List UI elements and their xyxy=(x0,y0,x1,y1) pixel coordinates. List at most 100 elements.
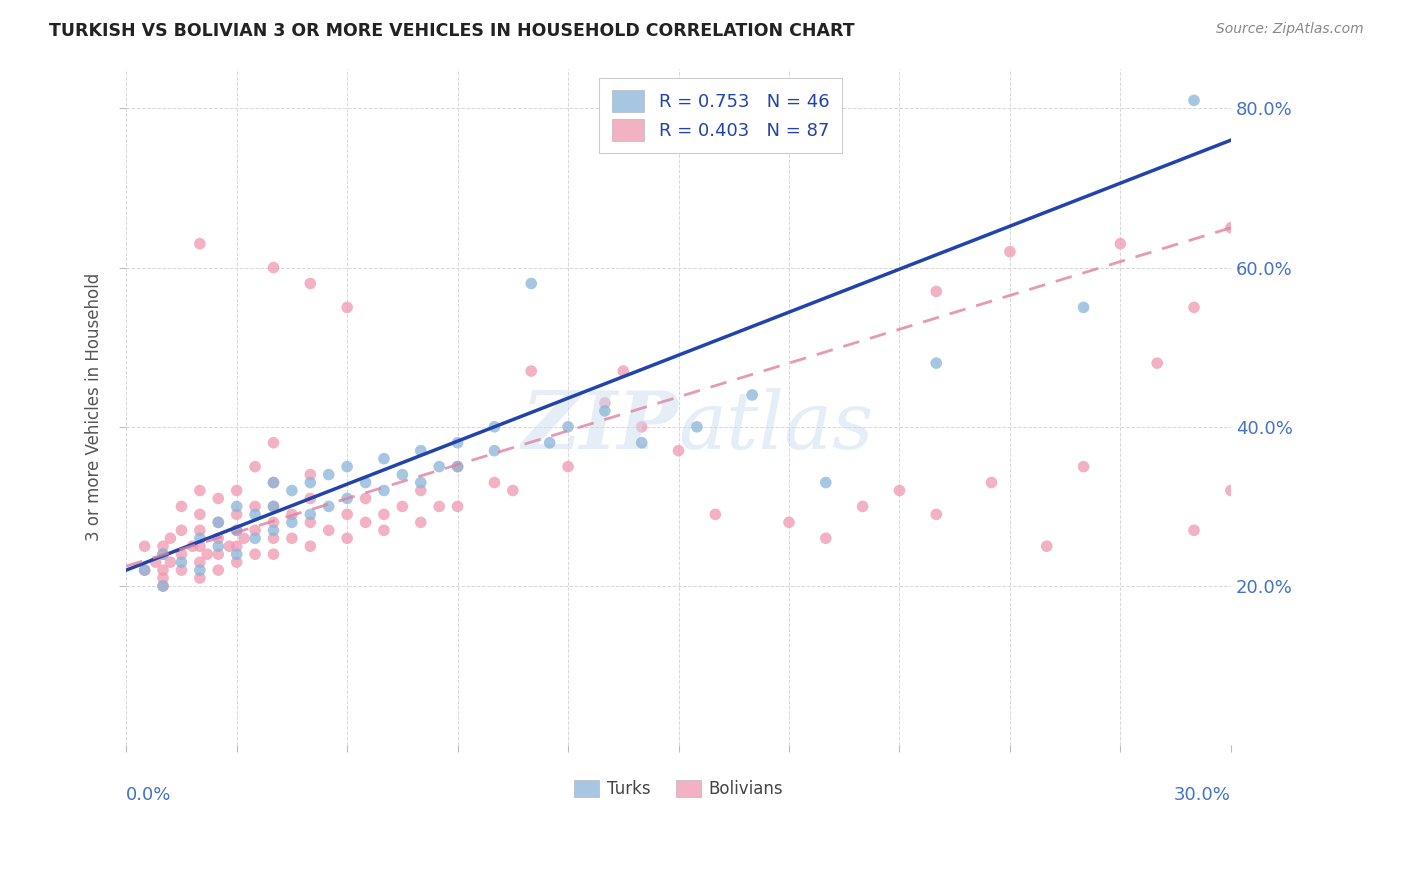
Point xyxy=(188,539,211,553)
Point xyxy=(134,563,156,577)
Point xyxy=(409,483,432,498)
Point xyxy=(299,277,322,291)
Point xyxy=(1182,524,1205,538)
Point xyxy=(170,524,193,538)
Point xyxy=(336,459,359,474)
Point xyxy=(225,555,247,569)
Point xyxy=(207,491,229,506)
Point xyxy=(170,563,193,577)
Point xyxy=(263,516,285,530)
Text: 0.0%: 0.0% xyxy=(127,786,172,804)
Point xyxy=(1219,220,1241,235)
Point xyxy=(152,563,174,577)
Point xyxy=(484,475,506,490)
Text: 30.0%: 30.0% xyxy=(1174,786,1230,804)
Point xyxy=(188,563,211,577)
Point xyxy=(195,547,218,561)
Point xyxy=(170,547,193,561)
Point xyxy=(188,531,211,545)
Text: atlas: atlas xyxy=(679,388,875,466)
Text: TURKISH VS BOLIVIAN 3 OR MORE VEHICLES IN HOUSEHOLD CORRELATION CHART: TURKISH VS BOLIVIAN 3 OR MORE VEHICLES I… xyxy=(49,22,855,40)
Point xyxy=(263,524,285,538)
Point xyxy=(243,508,266,522)
Point xyxy=(520,277,543,291)
Point xyxy=(925,508,948,522)
Point xyxy=(263,475,285,490)
Point xyxy=(299,539,322,553)
Point xyxy=(263,500,285,514)
Text: Source: ZipAtlas.com: Source: ZipAtlas.com xyxy=(1216,22,1364,37)
Point xyxy=(207,516,229,530)
Point xyxy=(336,301,359,315)
Point xyxy=(170,500,193,514)
Point xyxy=(243,524,266,538)
Point xyxy=(593,396,616,410)
Point xyxy=(520,364,543,378)
Point xyxy=(263,547,285,561)
Point xyxy=(188,571,211,585)
Point xyxy=(188,483,211,498)
Point xyxy=(1182,94,1205,108)
Point xyxy=(1219,483,1241,498)
Legend: Turks, Bolivians: Turks, Bolivians xyxy=(567,773,790,805)
Point xyxy=(243,547,266,561)
Point xyxy=(373,451,395,466)
Point xyxy=(159,555,181,569)
Point xyxy=(484,419,506,434)
Point xyxy=(630,419,652,434)
Point xyxy=(134,563,156,577)
Point xyxy=(704,508,727,522)
Point xyxy=(159,531,181,545)
Point xyxy=(373,483,395,498)
Point xyxy=(299,508,322,522)
Point xyxy=(225,524,247,538)
Point xyxy=(741,388,763,402)
Point xyxy=(281,508,304,522)
Point xyxy=(152,579,174,593)
Point xyxy=(373,508,395,522)
Point xyxy=(243,531,266,545)
Point xyxy=(502,483,524,498)
Point xyxy=(188,555,211,569)
Point xyxy=(218,539,240,553)
Text: ZIP: ZIP xyxy=(522,388,679,466)
Point xyxy=(299,467,322,482)
Point xyxy=(373,524,395,538)
Point xyxy=(354,475,377,490)
Point xyxy=(686,419,709,434)
Point xyxy=(446,459,468,474)
Point xyxy=(225,524,247,538)
Point xyxy=(281,483,304,498)
Point xyxy=(263,475,285,490)
Point xyxy=(409,516,432,530)
Point xyxy=(299,491,322,506)
Point xyxy=(318,524,340,538)
Point xyxy=(152,547,174,561)
Point xyxy=(145,555,167,569)
Point xyxy=(998,244,1021,259)
Point xyxy=(243,459,266,474)
Point xyxy=(152,579,174,593)
Point xyxy=(538,435,561,450)
Point xyxy=(134,539,156,553)
Point xyxy=(409,443,432,458)
Point xyxy=(152,571,174,585)
Point xyxy=(889,483,911,498)
Point xyxy=(225,483,247,498)
Point xyxy=(484,443,506,458)
Point xyxy=(281,516,304,530)
Point xyxy=(557,459,579,474)
Point xyxy=(318,467,340,482)
Point xyxy=(925,356,948,370)
Point xyxy=(207,539,229,553)
Point xyxy=(281,531,304,545)
Point xyxy=(243,500,266,514)
Point xyxy=(409,475,432,490)
Point xyxy=(336,491,359,506)
Point xyxy=(446,435,468,450)
Point xyxy=(152,539,174,553)
Point xyxy=(336,531,359,545)
Point xyxy=(354,516,377,530)
Point xyxy=(336,508,359,522)
Point xyxy=(557,419,579,434)
